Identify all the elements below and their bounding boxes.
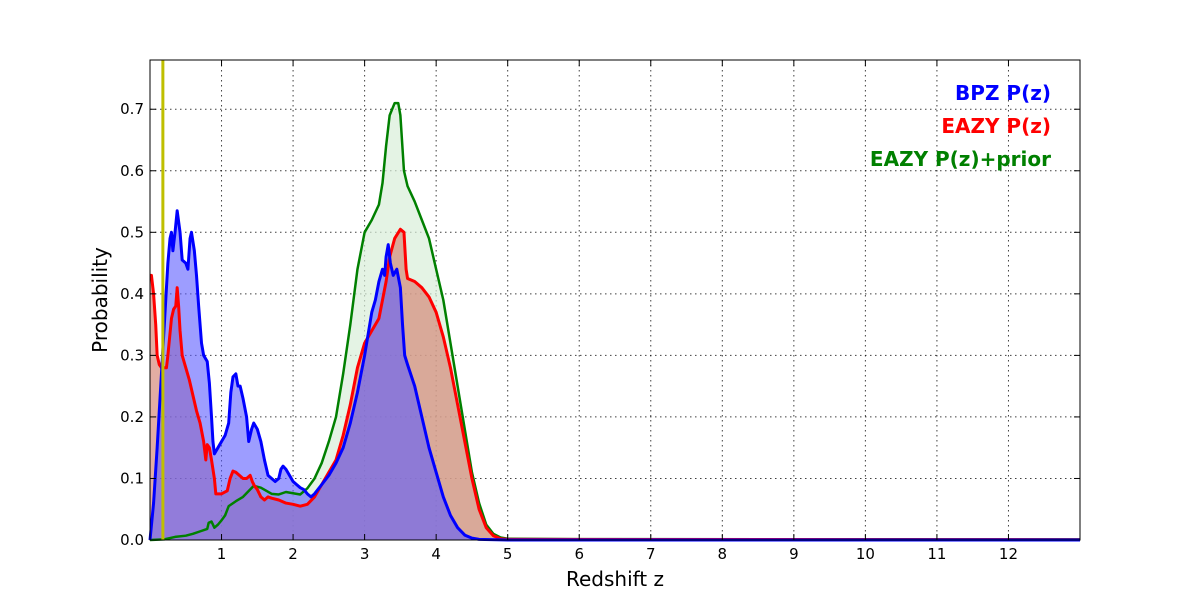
y-tick-label: 0.1 <box>120 469 144 487</box>
x-tick-label: 8 <box>718 545 728 563</box>
x-tick-label: 5 <box>503 545 513 563</box>
x-tick-label: 1 <box>217 545 227 563</box>
y-tick-label: 0.3 <box>120 346 144 364</box>
x-tick-label: 12 <box>999 545 1018 563</box>
y-axis-title: Probability <box>88 247 112 353</box>
y-tick-label: 0.4 <box>120 285 144 303</box>
plot-frame <box>149 59 1081 541</box>
axis-ticks <box>150 60 1080 541</box>
x-tick-label: 6 <box>574 545 584 563</box>
y-tick-label: 0.6 <box>120 162 144 180</box>
legend-entry: EAZY P(z)+prior <box>870 147 1051 171</box>
x-tick-label: 3 <box>360 545 370 563</box>
x-tick-label: 7 <box>646 545 656 563</box>
y-tick-label: 0.5 <box>120 223 144 241</box>
grid-lines <box>150 60 1080 540</box>
legend-entry: EAZY P(z) <box>941 114 1051 138</box>
x-tick-label: 9 <box>789 545 799 563</box>
y-tick-label: 0.7 <box>120 100 144 118</box>
x-tick-label: 11 <box>927 545 946 563</box>
legend: BPZ P(z) EAZY P(z) EAZY P(z)+prior <box>870 81 1051 171</box>
series-line <box>148 209 1080 542</box>
x-axis-title: Redshift z <box>566 567 664 591</box>
legend-entry: BPZ P(z) <box>955 81 1051 105</box>
x-tick-label: 10 <box>856 545 875 563</box>
series-line <box>149 227 1081 542</box>
y-tick-label: 0.0 <box>120 531 144 549</box>
x-tick-labels: 1 2 3 4 5 6 7 8 9 10 11 12 <box>217 545 1018 563</box>
plot-background <box>150 60 1080 540</box>
y-tick-labels: 0.0 0.1 0.2 0.3 0.4 0.5 0.6 0.7 <box>120 100 144 549</box>
series-line <box>149 101 1081 542</box>
x-tick-label: 2 <box>288 545 298 563</box>
x-tick-label: 4 <box>431 545 441 563</box>
series-lines <box>148 101 1081 542</box>
y-tick-label: 0.2 <box>120 408 144 426</box>
